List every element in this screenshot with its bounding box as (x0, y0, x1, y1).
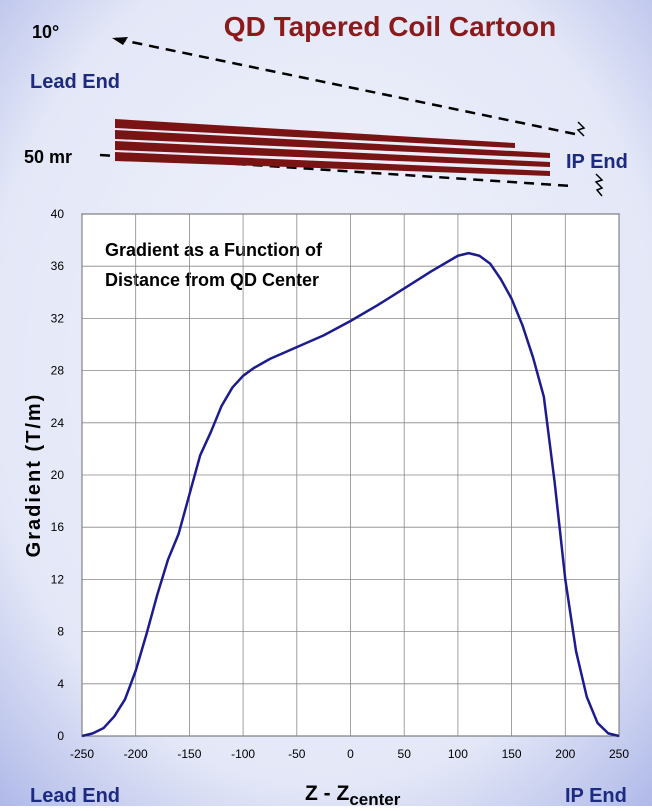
y-tick-label: 0 (57, 729, 64, 743)
x-tick-label: 200 (555, 747, 575, 761)
y-tick-label: 28 (51, 364, 65, 378)
y-tick-label: 32 (51, 311, 65, 325)
y-tick-label: 12 (51, 572, 65, 586)
break-marks (576, 121, 604, 197)
x-tick-label: -100 (231, 747, 255, 761)
annotation: Distance from QD Center (105, 270, 319, 290)
y-tick-label: 36 (51, 259, 65, 273)
annotation: Gradient as a Function of (105, 240, 323, 260)
y-tick-label: 16 (51, 520, 65, 534)
lead-end-bottom: Lead End (30, 785, 120, 806)
y-tick-label: 40 (51, 207, 65, 221)
y-tick-label: 8 (57, 625, 64, 639)
ip-end-top: IP End (566, 151, 628, 173)
mr-line (99, 153, 573, 188)
mr-label: 50 mr (24, 147, 72, 167)
x-tick-label: -150 (177, 747, 201, 761)
x-axis-label-sub: center (349, 790, 400, 806)
x-axis-label: Z - Zcenter (305, 782, 401, 806)
y-tick-label: 20 (51, 468, 65, 482)
x-tick-label: -200 (124, 747, 148, 761)
x-tick-label: 50 (398, 747, 412, 761)
line-series (81, 251, 620, 738)
x-tick-label: -250 (70, 747, 94, 761)
cartoon-title: QD Tapered Coil Cartoon (224, 11, 556, 42)
angle-line (111, 36, 576, 136)
x-tick-label: 150 (502, 747, 522, 761)
arrow-head (112, 37, 128, 45)
y-tick-label: 4 (57, 677, 64, 691)
x-tick-label: 0 (347, 747, 354, 761)
y-axis-label: Gradient (T/m) (23, 393, 45, 558)
ip-end-bottom: IP End (565, 785, 627, 806)
x-tick-label: 100 (448, 747, 468, 761)
x-axis-label-main: Z - Z (305, 782, 349, 805)
x-tick-label: -50 (288, 747, 306, 761)
y-tick-label: 24 (51, 416, 65, 430)
x-tick-label: 250 (609, 747, 629, 761)
angle-label: 10° (32, 22, 59, 42)
lead-end-top: Lead End (30, 71, 120, 93)
coil (115, 119, 550, 176)
